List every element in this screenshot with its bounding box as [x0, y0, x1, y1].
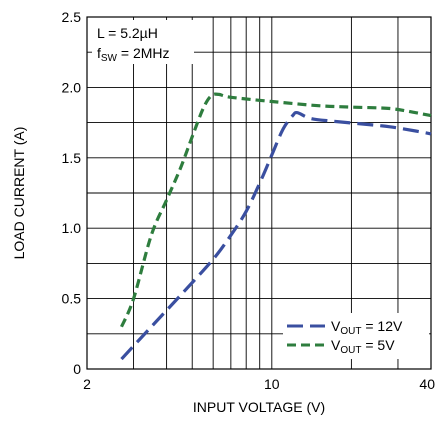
series-lines	[120, 92, 432, 361]
series-line-1	[120, 92, 432, 328]
legend-box	[283, 313, 429, 359]
y-tick-label: 2.5	[62, 9, 82, 25]
y-tick-label: 1.5	[62, 150, 82, 166]
annotation-box	[92, 20, 194, 64]
x-tick-label: 10	[264, 376, 280, 392]
x-axis-label: INPUT VOLTAGE (V)	[193, 399, 325, 415]
legend-label-vout-12v: VOUT = 12V	[331, 318, 403, 337]
y-tick-label: 2.0	[62, 79, 82, 95]
y-tick-label: 0	[73, 361, 81, 377]
plot-frame	[86, 16, 432, 370]
annotation-frequency: fSW = 2MHz	[97, 45, 170, 64]
legend-label-vout-5v: VOUT = 5V	[331, 337, 395, 356]
x-tick-label: 40	[419, 376, 435, 392]
tick-labels: 0 0.5 1.0 1.5 2.0 2.5 2 10 40	[62, 9, 436, 392]
annotation-inductance: L = 5.2µH	[97, 25, 158, 41]
y-tick-label: 0.5	[62, 291, 82, 307]
y-axis-label: LOAD CURRENT (A)	[11, 127, 27, 260]
series-line-0	[120, 110, 432, 361]
x-tick-label: 2	[83, 376, 91, 392]
y-tick-label: 1.0	[62, 220, 82, 236]
